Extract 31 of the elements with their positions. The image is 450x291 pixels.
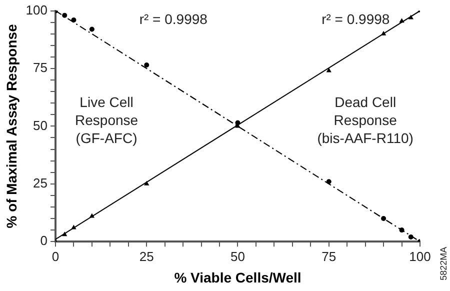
x-tick-label: 0 xyxy=(52,248,60,264)
y-axis-title: % of Maximal Assay Response xyxy=(3,24,20,228)
point xyxy=(71,18,76,23)
point xyxy=(408,234,414,240)
x-tick-label: 25 xyxy=(139,248,154,264)
x-tick-label: 50 xyxy=(230,248,245,264)
x-tick-label: 100 xyxy=(409,248,431,264)
annotation: Live Cell Response (GF-AFC) xyxy=(75,94,138,146)
point xyxy=(62,12,68,18)
point xyxy=(89,26,94,32)
point xyxy=(235,120,240,126)
y-tick-label: 75 xyxy=(33,60,48,76)
point xyxy=(381,216,386,222)
y-tick-label: 100 xyxy=(26,2,48,18)
y-tick-label: 25 xyxy=(33,175,48,190)
y-tick-label: 50 xyxy=(33,118,48,133)
point xyxy=(399,228,404,233)
annotation: Dead Cell Response (bis-AAF-R110) xyxy=(317,94,414,146)
y-tick-label: 0 xyxy=(40,233,48,248)
point xyxy=(144,62,150,68)
point xyxy=(399,18,404,23)
point xyxy=(326,179,332,184)
point xyxy=(71,224,76,230)
x-axis-title: % Viable Cells/Well xyxy=(174,269,302,286)
point xyxy=(144,180,150,186)
annotation: r² = 0.9998 xyxy=(139,10,208,27)
annotation: r² = 0.9998 xyxy=(322,10,390,27)
point xyxy=(326,68,332,72)
point xyxy=(62,232,68,236)
x-tick-label: 75 xyxy=(322,248,336,264)
text: 5822MA xyxy=(438,246,448,280)
